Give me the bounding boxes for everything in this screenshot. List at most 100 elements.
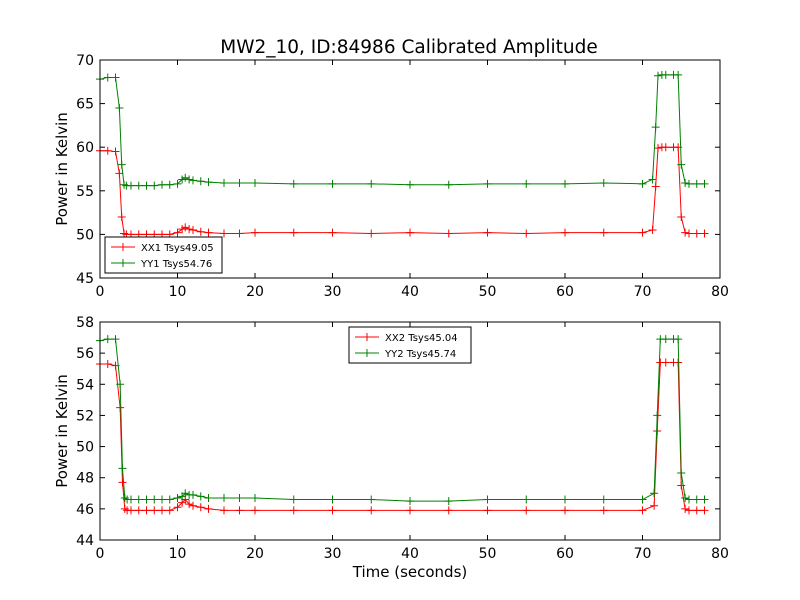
bottom-plot-data-point (406, 506, 414, 515)
bottom-plot-data-point (189, 490, 197, 499)
top-plot-data-point (204, 228, 213, 237)
top-plot-data-point (444, 180, 453, 189)
bottom-plot-data-point (406, 497, 414, 506)
bottom-plot-data-point (118, 478, 127, 487)
bottom-plot-data-point (165, 506, 174, 515)
top-plot-data-point (599, 178, 608, 187)
bottom-plot-legend-label: XX2 Tsys45.04 (385, 333, 458, 344)
top-plot-legend-label: YY1 Tsys54.76 (140, 259, 212, 270)
top-plot-data-point (235, 178, 244, 187)
bottom-plot-data-point (220, 506, 228, 515)
top-plot-data-point (522, 229, 531, 238)
bottom-plot-data-point (173, 493, 182, 502)
bottom-plot-x-tick-label: 50 (479, 546, 497, 562)
top-plot-data-point (677, 212, 686, 221)
bottom-plot-data-point (561, 506, 569, 515)
bottom-plot-x-tick-label: 60 (556, 546, 574, 562)
bottom-plot-data-point (118, 464, 127, 473)
top-plot-data-point (220, 229, 228, 238)
bottom-plot-data-point (196, 503, 205, 512)
bottom-plot-data-point (173, 503, 182, 512)
top-plot-data-point (677, 160, 686, 169)
bottom-plot-legend-marker (363, 349, 371, 357)
bottom-plot-data-point (677, 481, 686, 490)
top-plot-legend: XX1 Tsys49.05 YY1 Tsys54.76 (104, 236, 223, 274)
top-plot-data-point (115, 169, 124, 178)
bottom-plot-data-point (220, 493, 228, 502)
bottom-plot-data-point (142, 495, 151, 504)
top-plot-data-point (681, 228, 690, 237)
top-plot-data-point (648, 175, 657, 184)
bottom-plot-data-point (328, 506, 337, 515)
top-plot-x-tick-label: 0 (96, 284, 105, 300)
bottom-plot-data-point (165, 495, 174, 504)
bottom-plot-y-tick-label: 58 (76, 315, 94, 331)
top-plot-data-point (692, 229, 701, 238)
bottom-plot-y-tick-label: 50 (76, 440, 94, 456)
bottom-plot-data-point (328, 495, 337, 504)
bottom-plot-data-point (181, 489, 190, 498)
top-plot-data-point (117, 212, 126, 221)
bottom-plot-y-tick-label: 54 (76, 377, 94, 393)
top-plot-x-tick-label: 50 (479, 284, 497, 300)
top-plot-data-point (150, 181, 159, 190)
bottom-plot-data-point (681, 504, 690, 513)
bottom-plot-data-point (196, 492, 205, 501)
top-plot-data-point (561, 228, 569, 237)
bottom-plot-data-point (103, 335, 112, 344)
top-plot-x-tick-label: 20 (246, 284, 264, 300)
top-plot-data-point (522, 179, 531, 188)
top-plot-data-point (561, 179, 569, 188)
bottom-plot-data-point (692, 495, 701, 504)
bottom-plot-data-point (189, 501, 197, 510)
bottom-plot-data-point (522, 495, 531, 504)
bottom-plot-data-point (127, 495, 135, 504)
bottom-plot-data-point (204, 493, 213, 502)
bottom-plot-data-point (116, 403, 125, 412)
bottom-plot-data-point (111, 335, 120, 344)
top-plot-data-point (173, 179, 182, 188)
bottom-plot-data-point (444, 497, 453, 506)
top-plot-data-point (328, 228, 337, 237)
bottom-plot-data-point (158, 506, 166, 515)
bottom-plot-y-tick-label: 48 (76, 471, 94, 487)
top-plot-data-point (654, 144, 662, 153)
bottom-plot-data-point (185, 500, 194, 509)
top-plot-x-tick-label: 70 (634, 284, 652, 300)
bottom-plot-y-tick-label: 46 (76, 502, 94, 518)
top-plot-data-point (654, 71, 662, 80)
bottom-plot-data-point (367, 495, 376, 504)
top-plot-data-point (117, 160, 126, 169)
top-plot-data-point (196, 227, 205, 236)
top-plot-legend-marker (119, 259, 127, 267)
top-plot-data-point (289, 179, 298, 188)
top-plot-data-point (251, 178, 259, 187)
top-plot-data-point (181, 223, 190, 232)
bottom-plot-legend-label: YY2 Tsys45.74 (384, 349, 456, 360)
top-plot: 0 10 20 30 40 50 60 70 80 45 50 55 60 65 70 Power in K… (53, 53, 729, 300)
top-plot-data-point (681, 178, 690, 187)
bottom-plot-data-point (677, 469, 686, 478)
top-plot-data-point (406, 228, 414, 237)
bottom-plot-legend-box (348, 326, 472, 364)
bottom-plot-data-point (599, 506, 608, 515)
bottom-plot-x-tick-label: 10 (169, 546, 187, 562)
top-plot-data-point (196, 177, 205, 186)
top-plot-data-point (115, 103, 124, 112)
top-plot-x-tick-label: 80 (711, 284, 729, 300)
bottom-plot-series-line-1 (100, 361, 705, 511)
top-plot-data-point (103, 146, 112, 155)
bottom-plot-data-point (674, 335, 683, 344)
bottom-plot-data-point (700, 495, 709, 504)
top-plot-data-point (235, 229, 244, 238)
x-axis-label: Time (seconds) (352, 563, 468, 581)
bottom-plot-data-point (150, 495, 159, 504)
top-plot-ticks: 0 10 20 30 40 50 60 70 80 45 50 55 60 65 70 (76, 53, 729, 300)
bottom-plot-data-point (444, 506, 453, 515)
top-plot-y-tick-label: 55 (76, 184, 94, 200)
top-plot-data-point (127, 181, 135, 190)
top-plot-data-point (700, 229, 709, 238)
top-plot-data-point (685, 179, 693, 188)
bottom-plot-data-point (116, 380, 125, 389)
